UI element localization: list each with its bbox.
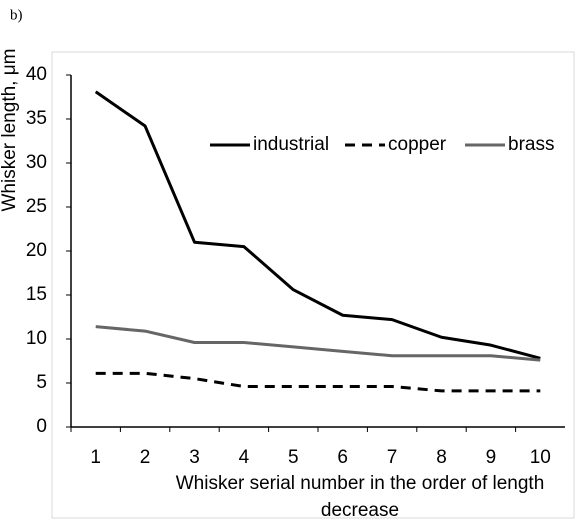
y-tick-label: 35 <box>26 108 47 129</box>
panel-label: b) <box>10 7 23 23</box>
y-tick-label: 15 <box>26 284 47 305</box>
y-tick-label: 40 <box>26 64 47 85</box>
legend-label: brass <box>508 134 554 155</box>
x-tick-label: 7 <box>387 447 398 468</box>
x-tick-label: 1 <box>90 447 101 468</box>
x-tick-label: 3 <box>189 447 200 468</box>
y-tick-label: 5 <box>36 372 47 393</box>
y-tick-label: 10 <box>26 328 47 349</box>
y-tick-label: 30 <box>26 152 47 173</box>
x-tick-label: 10 <box>530 447 551 468</box>
series-line <box>94 90 541 360</box>
legend-label: copper <box>388 134 447 155</box>
y-tick-label: 25 <box>26 196 47 217</box>
legend-label: industrial <box>253 134 329 155</box>
y-tick-label: 20 <box>26 240 47 261</box>
x-axis-label: Whisker serial number in the order of le… <box>175 473 545 521</box>
chart-frame <box>51 51 575 519</box>
series-line <box>95 371 541 393</box>
x-tick-label: 6 <box>337 447 348 468</box>
x-tick-label: 9 <box>486 447 497 468</box>
x-tick-label: 2 <box>140 447 151 468</box>
x-tick-label: 8 <box>436 447 447 468</box>
x-tick-label: 4 <box>239 447 250 468</box>
y-tick-label: 0 <box>36 416 47 437</box>
x-tick-label: 5 <box>288 447 299 468</box>
series-line <box>95 325 541 362</box>
y-axis-label: Whisker length, μm <box>0 49 20 212</box>
